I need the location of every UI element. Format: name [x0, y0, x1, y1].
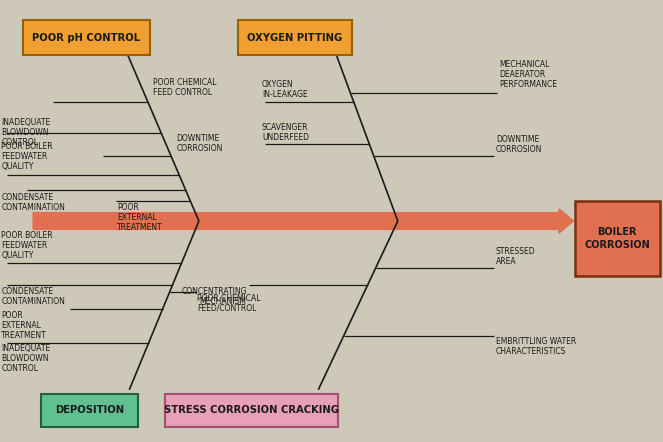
- Text: DEPOSITION: DEPOSITION: [55, 405, 124, 415]
- Text: SCAVENGER
UNDERFEED: SCAVENGER UNDERFEED: [262, 123, 309, 142]
- FancyBboxPatch shape: [23, 20, 150, 55]
- FancyArrow shape: [33, 209, 573, 233]
- Text: MECHANICAL
DEAERATOR
PERFORMANCE: MECHANICAL DEAERATOR PERFORMANCE: [499, 60, 557, 89]
- Text: POOR BOILER
FEEDWATER
QUALITY: POOR BOILER FEEDWATER QUALITY: [1, 231, 53, 259]
- Text: BOILER
CORROSION: BOILER CORROSION: [584, 228, 650, 250]
- Text: POOR
EXTERNAL
TREATMENT: POOR EXTERNAL TREATMENT: [117, 203, 163, 232]
- FancyBboxPatch shape: [575, 201, 660, 276]
- Text: INADEQUATE
BLOWDOWN
CONTROL: INADEQUATE BLOWDOWN CONTROL: [1, 118, 50, 147]
- Text: CONDENSATE
CONTAMINATION: CONDENSATE CONTAMINATION: [1, 193, 65, 212]
- Text: STRESS CORROSION CRACKING: STRESS CORROSION CRACKING: [164, 405, 339, 415]
- FancyBboxPatch shape: [166, 394, 338, 427]
- Text: INADEQUATE
BLOWDOWN
CONTROL: INADEQUATE BLOWDOWN CONTROL: [1, 344, 50, 373]
- Text: POOR CHEMICAL
FEED CONTROL: POOR CHEMICAL FEED CONTROL: [153, 77, 217, 96]
- Text: POOR BOILER
FEEDWATER
QUALITY: POOR BOILER FEEDWATER QUALITY: [1, 141, 53, 171]
- Text: DOWNTIME
CORROSION: DOWNTIME CORROSION: [176, 134, 223, 153]
- FancyBboxPatch shape: [41, 394, 138, 427]
- Text: CONCENTRATING
MECHANISM: CONCENTRATING MECHANISM: [181, 287, 247, 306]
- Text: EMBRITTLING WATER
CHARACTERISTICS: EMBRITTLING WATER CHARACTERISTICS: [496, 337, 576, 356]
- Text: OXYGEN PITTING: OXYGEN PITTING: [247, 33, 343, 42]
- FancyBboxPatch shape: [239, 20, 351, 55]
- Text: POOR CHEMICAL
FEED/CONTROL: POOR CHEMICAL FEED/CONTROL: [197, 293, 261, 313]
- Text: OXYGEN
IN-LEAKAGE: OXYGEN IN-LEAKAGE: [262, 80, 308, 99]
- Text: STRESSED
AREA: STRESSED AREA: [496, 247, 536, 266]
- Text: POOR
EXTERNAL
TREATMENT: POOR EXTERNAL TREATMENT: [1, 311, 47, 339]
- Text: POOR pH CONTROL: POOR pH CONTROL: [32, 33, 141, 42]
- Text: CONDENSATE
CONTAMINATION: CONDENSATE CONTAMINATION: [1, 287, 65, 306]
- Text: DOWNTIME
CORROSION: DOWNTIME CORROSION: [496, 135, 542, 154]
